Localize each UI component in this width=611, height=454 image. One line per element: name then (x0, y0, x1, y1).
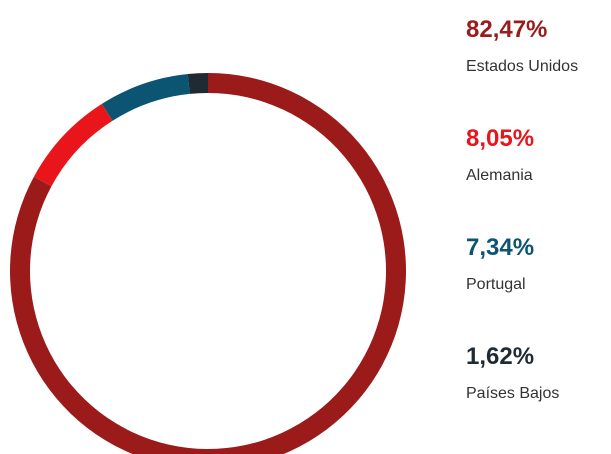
legend-value: 8,05% (466, 125, 534, 152)
legend-name: Portugal (466, 276, 526, 293)
legend-name: Alemania (466, 167, 533, 184)
legend-name: Países Bajos (466, 385, 559, 402)
legend-name: Estados Unidos (466, 58, 578, 75)
legend-value: 82,47% (466, 16, 547, 43)
donut-segment (101, 74, 190, 121)
donut-segment (33, 103, 113, 187)
legend-value: 7,34% (466, 234, 534, 261)
donut-segment (187, 73, 208, 94)
legend-value: 1,62% (466, 343, 534, 370)
